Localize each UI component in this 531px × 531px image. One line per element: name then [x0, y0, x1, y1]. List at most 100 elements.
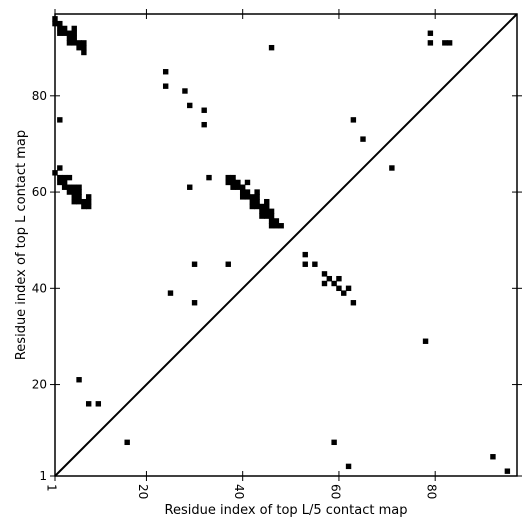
contact-point	[61, 25, 68, 32]
x-tick-label: 40	[232, 484, 246, 499]
contact-point	[187, 102, 193, 109]
contact-point	[249, 194, 256, 200]
contact-point	[254, 198, 260, 205]
contact-point	[230, 179, 236, 186]
contact-point	[162, 83, 169, 89]
contact-point	[71, 184, 77, 190]
contact-point	[230, 174, 236, 181]
contact-point	[81, 198, 87, 205]
contact-point	[446, 40, 453, 46]
contact-point	[57, 25, 63, 32]
contact-point	[182, 88, 188, 94]
contact-point	[201, 107, 207, 113]
contact-point	[66, 40, 73, 46]
contact-point	[321, 271, 328, 277]
contact-point	[235, 184, 241, 190]
contact-point	[71, 30, 77, 36]
contact-point	[264, 198, 270, 205]
contact-point	[331, 439, 337, 446]
contact-point	[81, 203, 87, 210]
contact-point	[57, 20, 63, 27]
contact-point	[85, 198, 92, 205]
contact-point	[225, 179, 231, 186]
contact-point	[259, 213, 265, 219]
contact-point	[273, 218, 280, 224]
y-tick-label: 80	[32, 89, 47, 103]
contact-point	[244, 189, 251, 195]
contact-point	[66, 30, 73, 36]
contact-point	[225, 261, 231, 267]
contact-point	[71, 25, 77, 32]
contact-point	[71, 194, 77, 200]
contact-point	[167, 290, 174, 296]
x-tick-label: 1	[45, 484, 59, 492]
contact-point	[95, 401, 102, 407]
y-tick-label: 40	[32, 281, 47, 295]
contact-point	[66, 189, 73, 195]
contact-point	[235, 179, 241, 186]
contact-point	[239, 189, 246, 195]
x-axis-label: Residue index of top L/5 contact map	[165, 503, 408, 518]
contact-point	[76, 40, 82, 46]
x-tick-label: 20	[136, 484, 150, 499]
contact-point	[76, 184, 82, 190]
contact-point	[57, 174, 63, 181]
contact-point	[490, 454, 496, 460]
contact-point	[259, 203, 265, 210]
contact-point	[350, 117, 357, 123]
contact-point	[76, 189, 82, 195]
contact-point	[254, 189, 260, 195]
contact-point	[336, 275, 342, 282]
contact-point	[61, 30, 68, 36]
contact-point	[76, 44, 82, 51]
y-axis-label: Residue index of top L contact map	[14, 130, 29, 360]
contact-point	[71, 40, 77, 46]
contact-point	[345, 463, 352, 470]
plot-frame	[54, 13, 518, 477]
contact-point	[360, 136, 366, 142]
contact-point	[239, 194, 246, 200]
contact-point	[191, 300, 198, 306]
contact-point	[422, 338, 429, 344]
contact-point	[81, 40, 87, 46]
contact-point	[302, 261, 308, 267]
contact-point	[187, 184, 193, 190]
contact-point	[201, 121, 207, 128]
contact-point	[85, 194, 92, 200]
contact-point	[124, 439, 130, 446]
contact-point	[249, 198, 256, 205]
contact-point	[264, 208, 270, 215]
contact-point	[331, 280, 337, 287]
contact-point	[61, 184, 68, 190]
contact-point	[76, 377, 82, 383]
contact-point	[71, 198, 77, 205]
contact-point	[268, 213, 275, 219]
contact-point	[81, 49, 87, 56]
contact-point	[442, 40, 448, 46]
contact-point	[268, 44, 275, 51]
contact-point	[66, 184, 73, 190]
diagonal-line	[54, 13, 518, 477]
contact-point	[350, 300, 357, 306]
contact-point	[254, 194, 260, 200]
contact-point	[71, 35, 77, 41]
contact-point	[268, 208, 275, 215]
contact-point	[427, 30, 434, 36]
contact-point	[57, 30, 63, 36]
contact-point	[273, 223, 280, 229]
contact-point	[76, 198, 82, 205]
contact-point	[61, 179, 68, 186]
contact-point	[321, 280, 328, 287]
contact-point	[57, 179, 63, 186]
contact-point	[85, 203, 92, 210]
contact-point	[268, 223, 275, 229]
contact-point	[336, 285, 342, 292]
contact-point	[85, 401, 92, 407]
y-tick-label: 1	[39, 469, 47, 483]
tick-labels: 1 20 40 60 80 1 20 40 60 80	[32, 89, 439, 499]
contact-point	[239, 184, 246, 190]
contact-point	[278, 223, 284, 229]
contact-point	[427, 40, 434, 46]
contact-point	[244, 194, 251, 200]
contact-point	[206, 174, 212, 181]
